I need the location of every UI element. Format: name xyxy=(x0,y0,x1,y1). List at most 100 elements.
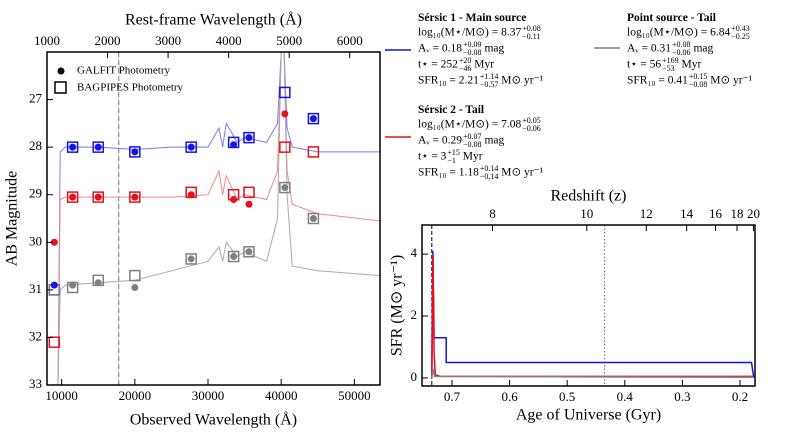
bagpipes-point xyxy=(129,146,141,158)
upper-error: +15 xyxy=(447,148,460,158)
parameter-label: Aᵥ = xyxy=(418,42,442,55)
x-tick-label: 5000 xyxy=(276,33,302,48)
lower-error: −0.11 xyxy=(522,32,541,42)
upper-error: +0.15 xyxy=(688,72,708,82)
y-tick-label: 27 xyxy=(29,91,43,106)
parameter-label: log₁₀(M⋆/M⊙) = xyxy=(418,26,502,39)
legend-marker xyxy=(57,67,65,75)
uncertainty: +0.07 −0.08 xyxy=(463,133,482,149)
upper-error: +0.43 xyxy=(731,24,750,34)
parameter-unit: M⊙ yr⁻¹ xyxy=(498,166,544,179)
parameter-label: t⋆ = xyxy=(627,58,650,71)
galfit-point xyxy=(281,110,289,118)
lower-error: −0.57 xyxy=(479,80,499,90)
y-tick-label: 29 xyxy=(29,186,42,201)
upper-error: +1.14 xyxy=(479,72,499,82)
galfit-point xyxy=(230,253,238,261)
uncertainty: +20 −46 xyxy=(459,57,472,73)
plot-area xyxy=(47,52,380,385)
bagpipes-point xyxy=(243,246,255,258)
x2-axis-label: Redshift (z) xyxy=(551,188,627,205)
lower-error: −0.08 xyxy=(688,80,708,90)
parameter-unit: M⊙ yr⁻¹ xyxy=(498,74,544,87)
lower-error: −0.08 xyxy=(463,48,482,58)
upper-error: +0.08 xyxy=(522,24,541,34)
bagpipes-point xyxy=(227,250,240,263)
parameter-unit: Myr xyxy=(471,58,495,71)
y-tick-label: 30 xyxy=(29,233,42,248)
parameter-value: 3 xyxy=(440,150,447,163)
galfit-point xyxy=(131,148,139,156)
sfh-line xyxy=(431,250,755,379)
x-tick-label: 0.6 xyxy=(501,389,518,404)
bagpipes-point xyxy=(92,191,104,203)
parameter-unit: Myr xyxy=(678,58,702,71)
y-axis-label: AB Magnitude xyxy=(4,171,21,267)
parameter-value: 2.21 xyxy=(458,74,479,87)
galfit-point xyxy=(94,143,102,151)
parameter-label: Aᵥ = xyxy=(418,134,442,147)
x-tick-label: 16 xyxy=(709,206,723,221)
x-tick-label: 0.2 xyxy=(732,389,748,404)
parameter-row: Aᵥ = 0.18 +0.09 −0.08 mag xyxy=(418,41,543,57)
galfit-point xyxy=(309,115,317,123)
parameter-value: 0.18 xyxy=(441,42,463,55)
parameter-row: SFR₁₀ = 2.21 +1.14 −0.57 M⊙ yr⁻¹ xyxy=(418,73,543,89)
x-tick-label: 4000 xyxy=(216,33,242,48)
x-tick-label: 10 xyxy=(580,206,593,221)
x-tick-label: 14 xyxy=(680,206,694,221)
bagpipes-point xyxy=(129,269,141,282)
galfit-point xyxy=(69,281,77,289)
source-title: Point source - Tail xyxy=(627,12,716,24)
galfit-point xyxy=(50,281,58,289)
uncertainty: +0.43 −0.25 xyxy=(731,25,750,41)
galfit-point xyxy=(309,215,317,222)
axes-frame xyxy=(421,224,756,387)
galfit-point xyxy=(230,141,238,149)
spectrum-line xyxy=(47,52,380,385)
parameter-label: log₁₀(M⋆/M⊙) = xyxy=(627,26,711,39)
spectrum-line xyxy=(47,52,380,385)
plot-area xyxy=(431,225,755,386)
parameter-row: t⋆ = 3 +15 −1 Myr xyxy=(418,149,543,165)
parameter-value: 8.37 xyxy=(501,26,522,39)
parameter-row: log₁₀(M⋆/M⊙) = 7.08 +0.05 −0.06 xyxy=(418,117,543,133)
bagpipes-point xyxy=(66,191,79,203)
lower-error: −0.06 xyxy=(522,124,541,134)
sfh-line xyxy=(431,368,754,379)
parameter-row: t⋆ = 252 +20 −46 Myr xyxy=(418,57,543,73)
uncertainty: +169 −53 xyxy=(662,57,679,73)
parameter-label: Aᵥ = xyxy=(627,42,651,55)
bagpipes-point xyxy=(243,186,255,199)
bagpipes-point xyxy=(307,146,320,158)
parameter-unit: M⊙ yr⁻¹ xyxy=(707,74,753,87)
x-tick-label: 8 xyxy=(489,206,496,221)
uncertainty: +0.08 −0.06 xyxy=(672,41,691,57)
parameter-row: t⋆ = 56 +169 −53 Myr xyxy=(627,57,752,73)
parameter-label: log₁₀(M⋆/M⊙) = xyxy=(418,118,502,131)
x-tick-label: 12 xyxy=(640,206,653,221)
uncertainty: +0.08 −0.11 xyxy=(522,25,541,41)
sfh-line xyxy=(431,254,754,378)
upper-error: +169 xyxy=(662,56,679,66)
parameter-value: 0.31 xyxy=(650,42,672,55)
uncertainty: +15 −1 xyxy=(447,149,460,165)
bagpipes-point xyxy=(279,181,291,194)
x-tick-label: 0.3 xyxy=(674,389,690,404)
galfit-point xyxy=(94,193,102,201)
y-tick-label: 0 xyxy=(411,369,418,384)
legend-label: BAGPIPES Photometry xyxy=(77,82,184,94)
galfit-point xyxy=(245,200,253,208)
bagpipes-point xyxy=(66,141,79,153)
x-axis-label: Observed Wavelength (Å) xyxy=(130,411,297,429)
bagpipes-point xyxy=(185,253,197,265)
parameter-unit: mag xyxy=(481,42,505,55)
lower-error: −53 xyxy=(662,64,675,74)
upper-error: +20 xyxy=(458,56,472,66)
parameter-value: 252 xyxy=(440,58,458,71)
lower-error: −1 xyxy=(447,156,456,166)
x-tick-label: 3000 xyxy=(155,33,181,48)
galfit-point xyxy=(281,184,289,192)
